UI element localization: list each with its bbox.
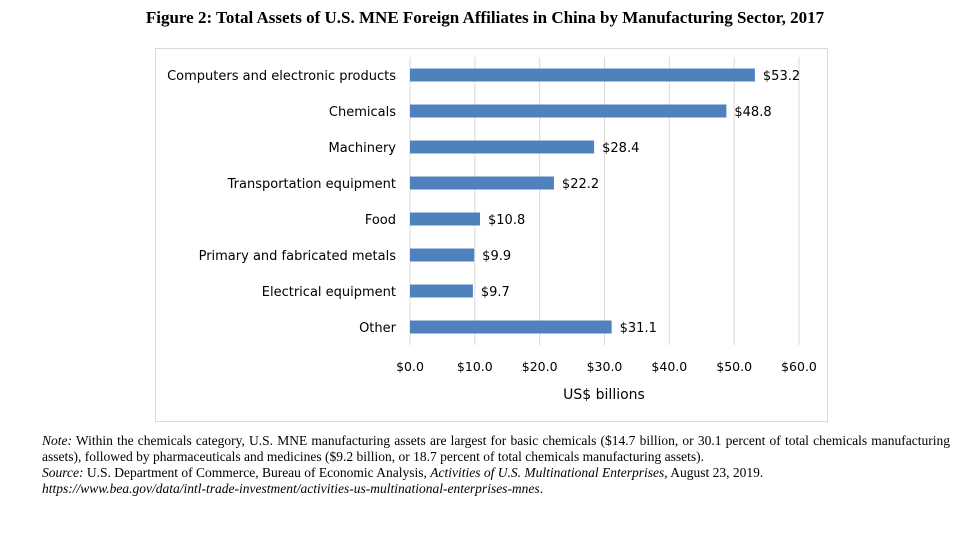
chart-area [155, 48, 828, 422]
x-tick-label: $50.0 [716, 359, 752, 374]
figure-notes: Note: Within the chemicals category, U.S… [42, 433, 950, 497]
bar-value-label: $9.7 [481, 285, 510, 300]
bar-value-label: $48.8 [734, 105, 771, 120]
bars [410, 68, 755, 334]
source-url-link[interactable]: https://www.bea.gov/data/intl-trade-inve… [42, 481, 540, 496]
note-text: Within the chemicals category, U.S. MNE … [42, 433, 950, 464]
bar [410, 284, 473, 298]
x-tick-label: $60.0 [781, 359, 817, 374]
x-tick-label: $40.0 [651, 359, 687, 374]
source-paragraph: Source: U.S. Department of Commerce, Bur… [42, 465, 950, 497]
source-label: Source: [42, 465, 84, 480]
category-label: Other [359, 321, 397, 336]
bar [410, 176, 554, 190]
bar-value-label: $10.8 [488, 213, 525, 228]
x-tick-label: $10.0 [457, 359, 493, 374]
bar [410, 248, 475, 262]
x-tick-label: $30.0 [587, 359, 623, 374]
source-publication: Activities of U.S. Multinational Enterpr… [430, 465, 665, 480]
category-label: Food [365, 213, 396, 228]
category-label: Machinery [329, 141, 397, 156]
category-label: Electrical equipment [262, 285, 396, 300]
gridlines [409, 57, 800, 345]
note-label: Note: [42, 433, 72, 448]
source-text-before: U.S. Department of Commerce, Bureau of E… [83, 465, 431, 480]
bar [410, 68, 755, 82]
chart-title: Figure 2: Total Assets of U.S. MNE Forei… [145, 8, 825, 27]
source-url-suffix: . [539, 481, 544, 496]
category-label: Computers and electronic products [167, 69, 396, 84]
bar-value-label: $28.4 [602, 141, 639, 156]
bar-value-label: $31.1 [620, 321, 657, 336]
bar-value-label: $53.2 [763, 69, 800, 84]
category-label: Chemicals [329, 105, 396, 120]
x-tick-label: $20.0 [522, 359, 558, 374]
category-label: Transportation equipment [227, 177, 396, 192]
bar-value-label: $9.9 [482, 249, 511, 264]
labels: $0.0 $10.0 $20.0 $30.0 $40.0 $50.0 $60.0 Comput… [167, 69, 817, 374]
bar [410, 104, 727, 118]
x-tick-label: $0.0 [396, 359, 424, 374]
source-text-after: , August 23, 2019. [664, 465, 764, 480]
bar [410, 212, 481, 226]
bar [410, 320, 612, 334]
bar-value-label: $22.2 [562, 177, 599, 192]
bar [410, 140, 595, 154]
note-paragraph: Note: Within the chemicals category, U.S… [42, 433, 950, 465]
category-label: Primary and fabricated metals [199, 249, 397, 264]
x-axis-title: US$ billions [563, 387, 645, 403]
